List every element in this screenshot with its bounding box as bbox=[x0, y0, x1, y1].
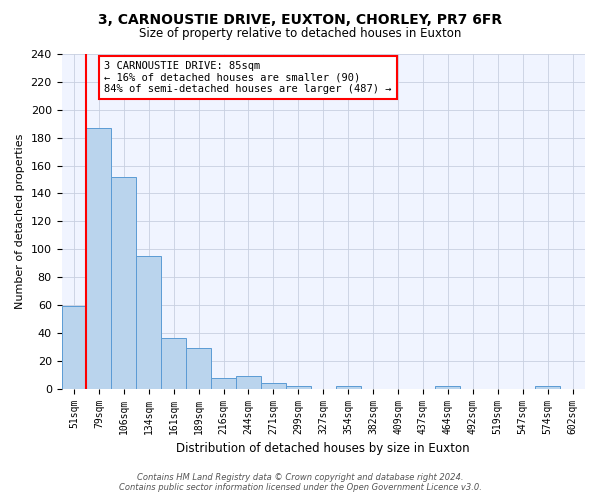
Bar bbox=[211, 378, 236, 388]
Bar bbox=[112, 176, 136, 388]
Bar bbox=[336, 386, 361, 388]
Text: 3, CARNOUSTIE DRIVE, EUXTON, CHORLEY, PR7 6FR: 3, CARNOUSTIE DRIVE, EUXTON, CHORLEY, PR… bbox=[98, 12, 502, 26]
Y-axis label: Number of detached properties: Number of detached properties bbox=[15, 134, 25, 309]
Bar bbox=[261, 383, 286, 388]
Bar bbox=[161, 338, 186, 388]
Bar bbox=[186, 348, 211, 389]
Text: 3 CARNOUSTIE DRIVE: 85sqm
← 16% of detached houses are smaller (90)
84% of semi-: 3 CARNOUSTIE DRIVE: 85sqm ← 16% of detac… bbox=[104, 61, 391, 94]
Bar bbox=[86, 128, 112, 388]
Bar bbox=[236, 376, 261, 388]
Bar bbox=[535, 386, 560, 388]
Bar bbox=[62, 306, 86, 388]
Text: Size of property relative to detached houses in Euxton: Size of property relative to detached ho… bbox=[139, 28, 461, 40]
Bar bbox=[436, 386, 460, 388]
X-axis label: Distribution of detached houses by size in Euxton: Distribution of detached houses by size … bbox=[176, 442, 470, 455]
Text: Contains HM Land Registry data © Crown copyright and database right 2024.
Contai: Contains HM Land Registry data © Crown c… bbox=[119, 473, 481, 492]
Bar bbox=[136, 256, 161, 388]
Bar bbox=[286, 386, 311, 388]
